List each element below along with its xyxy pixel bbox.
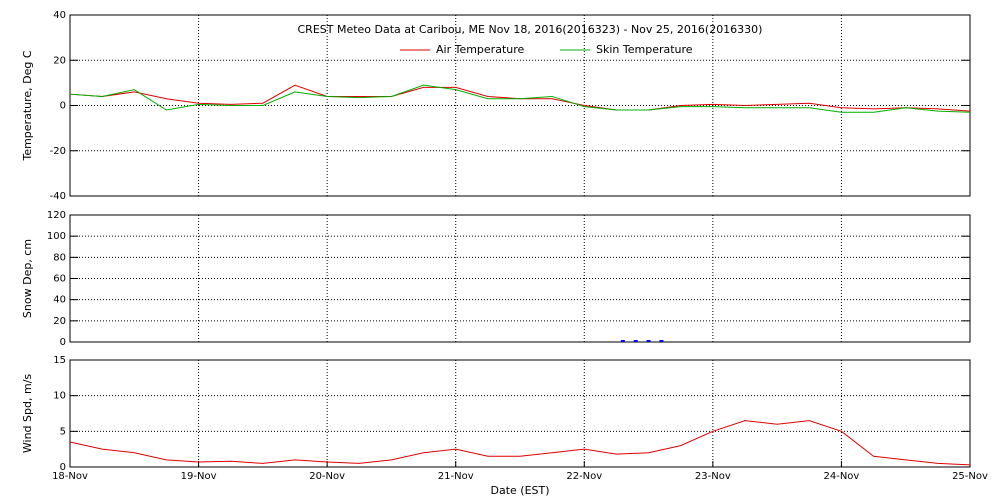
x-tick-label: 18-Nov bbox=[52, 471, 88, 482]
data-line bbox=[69, 84, 971, 112]
x-tick-label: 20-Nov bbox=[309, 471, 345, 482]
data-point bbox=[633, 340, 638, 342]
plot-frame bbox=[69, 359, 971, 468]
data-line bbox=[69, 420, 971, 466]
y-tick-label: 20 bbox=[53, 55, 66, 66]
data-point bbox=[646, 340, 651, 342]
y-tick-label: 10 bbox=[53, 391, 66, 402]
y-tick-label: -20 bbox=[50, 146, 66, 157]
x-tick-label: 25-Nov bbox=[952, 471, 988, 482]
chart-title: CREST Meteo Data at Caribou, ME Nov 18, … bbox=[298, 23, 763, 36]
x-tick-label: 22-Nov bbox=[566, 471, 602, 482]
y-tick-label: 0 bbox=[60, 101, 66, 112]
y-tick-label: 40 bbox=[53, 10, 66, 21]
y-tick-label: 20 bbox=[53, 316, 66, 327]
x-tick-label: 19-Nov bbox=[181, 471, 217, 482]
x-tick-label: 23-Nov bbox=[695, 471, 731, 482]
y-tick-label: 100 bbox=[47, 231, 66, 242]
y-tick-label: 80 bbox=[53, 252, 66, 263]
y-axis-label: Wind Spd, m/s bbox=[21, 374, 34, 454]
y-tick-label: 5 bbox=[60, 426, 66, 437]
data-point bbox=[620, 340, 625, 342]
y-tick-label: 120 bbox=[47, 210, 66, 221]
legend-label: Skin Temperature bbox=[596, 43, 693, 56]
legend-label: Air Temperature bbox=[436, 43, 525, 56]
data-point bbox=[659, 340, 664, 342]
y-tick-label: 60 bbox=[53, 274, 66, 285]
y-tick-label: 0 bbox=[60, 462, 66, 473]
y-tick-label: 15 bbox=[53, 355, 66, 366]
plot-frame bbox=[69, 214, 971, 343]
y-axis-label: Snow Dep, cm bbox=[21, 239, 34, 318]
plot-frame bbox=[69, 14, 971, 197]
data-line bbox=[69, 84, 971, 113]
y-tick-label: 0 bbox=[60, 337, 66, 348]
y-tick-label: 40 bbox=[53, 295, 66, 306]
y-tick-label: -40 bbox=[50, 191, 66, 202]
x-axis-label: Date (EST) bbox=[490, 484, 549, 497]
x-tick-label: 24-Nov bbox=[823, 471, 859, 482]
y-axis-label: Temperature, Deg C bbox=[21, 50, 34, 161]
x-tick-label: 21-Nov bbox=[438, 471, 474, 482]
